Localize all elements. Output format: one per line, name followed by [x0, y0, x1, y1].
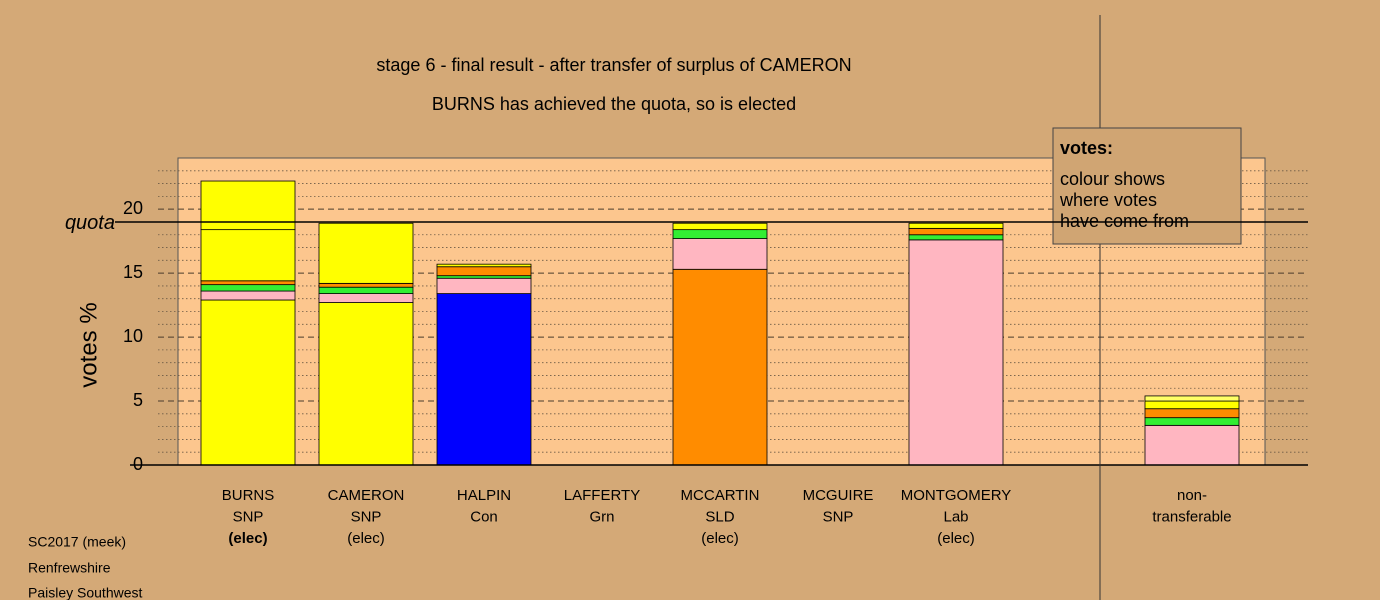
bar-segment	[318, 293, 414, 303]
x-tick-label: LAFFERTY	[564, 487, 640, 504]
bar-segment	[200, 229, 296, 282]
info-box-frame	[1052, 127, 1242, 245]
bar-segment	[1144, 395, 1240, 402]
x-tick-label: (elec)	[937, 530, 975, 547]
info-box-line: colour shows	[1060, 169, 1165, 189]
y-tick-label: 15	[123, 262, 143, 282]
x-tick-label: CAMERON	[328, 487, 405, 504]
bars	[200, 180, 1240, 466]
x-tick-label: SNP	[351, 508, 382, 525]
x-tick-label: (elec)	[701, 530, 739, 547]
x-tick-label: transferable	[1152, 508, 1231, 525]
bar-segment	[318, 222, 414, 284]
x-tick-label: MONTGOMERY	[901, 487, 1012, 504]
bar-segment	[318, 302, 414, 466]
footer-line: Paisley Southwest	[28, 585, 143, 600]
bar-segment	[1144, 400, 1240, 410]
x-tick-label: HALPIN	[457, 487, 511, 504]
bar-segment	[908, 227, 1004, 236]
quota-label: quota	[65, 212, 115, 234]
chart-subtitle: BURNS has achieved the quota, so is elec…	[432, 94, 796, 114]
bar-segment	[1144, 424, 1240, 466]
x-tick-label: Lab	[943, 508, 968, 525]
x-tick-label: Con	[470, 508, 498, 525]
x-tick-label: SNP	[823, 508, 854, 525]
bar-segment	[672, 229, 768, 239]
y-tick-label: 10	[123, 326, 143, 346]
y-axis-label: votes %	[75, 302, 102, 387]
bar-segment	[200, 280, 296, 286]
bar-segment	[672, 268, 768, 466]
bar-segment	[436, 277, 532, 294]
bar-segment	[200, 299, 296, 466]
bar-segment	[908, 239, 1004, 466]
y-tick-label: 20	[123, 198, 143, 218]
footer-line: Renfrewshire	[28, 560, 111, 576]
bar-segment	[1144, 408, 1240, 419]
bar-segment	[200, 290, 296, 301]
info-box-line: where votes	[1059, 190, 1157, 210]
bar-segment	[200, 284, 296, 292]
footer-line: SC2017 (meek)	[28, 534, 126, 550]
info-box: votes: colour shows where votes have com…	[1052, 127, 1242, 245]
bar-segment	[672, 222, 768, 231]
x-tick-label: (elec)	[228, 530, 267, 547]
bar-segment	[908, 234, 1004, 241]
bar-segment	[436, 266, 532, 277]
x-tick-label: SLD	[705, 508, 734, 525]
bar-segment	[908, 222, 1004, 229]
x-tick-label: (elec)	[347, 530, 385, 547]
bar-segment	[1144, 417, 1240, 426]
x-tick-label: SNP	[233, 508, 264, 525]
bar-segment	[672, 238, 768, 270]
chart-title: stage 6 - final result - after transfer …	[376, 55, 851, 75]
x-tick-label: BURNS	[222, 487, 275, 504]
x-tick-label: Grn	[589, 508, 614, 525]
x-tick-label: MCCARTIN	[681, 487, 760, 504]
bar-segment	[318, 282, 414, 288]
info-box-title: votes:	[1060, 138, 1113, 158]
x-tick-label: non-	[1177, 487, 1207, 504]
bar-segment	[318, 286, 414, 294]
y-tick-label: 0	[133, 454, 143, 474]
y-tick-label: 5	[133, 390, 143, 410]
bar-segment	[436, 293, 532, 466]
bar-segment	[436, 263, 532, 268]
info-box-line: have come from	[1060, 211, 1189, 231]
x-tick-label: MCGUIRE	[803, 487, 874, 504]
